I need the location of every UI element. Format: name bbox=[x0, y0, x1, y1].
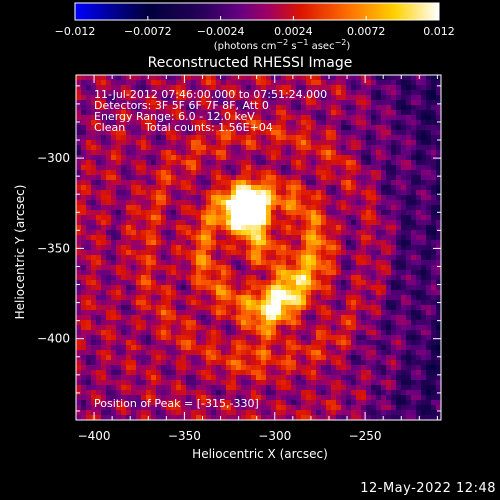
y-tick-label: −400 bbox=[37, 332, 70, 346]
chart-title: Reconstructed RHESSI Image bbox=[148, 55, 353, 71]
footer-timestamp: 12-May-2022 12:48 bbox=[360, 481, 496, 496]
y-tick-label: −350 bbox=[37, 241, 70, 255]
colorbar-tick-label: 0.0024 bbox=[274, 25, 313, 38]
colorbar-frame bbox=[74, 2, 440, 21]
x-tick-label: −400 bbox=[78, 429, 111, 443]
colorbar-unit-label: (photons cm−2 s−1 asec−2) bbox=[214, 38, 351, 52]
x-tick-label: −350 bbox=[168, 429, 201, 443]
heatmap-image bbox=[76, 75, 441, 420]
plot-frame bbox=[75, 74, 442, 421]
info-detectors: Detectors: 3F 5F 6F 7F 8F, Att 0 bbox=[94, 99, 269, 112]
info-time-range: 11-Jul-2012 07:46:00.000 to 07:51:24.000 bbox=[94, 88, 328, 101]
peak-position-label: Position of Peak = [-315,-330] bbox=[94, 397, 259, 410]
y-axis-label: Heliocentric Y (arcsec) bbox=[13, 185, 27, 320]
x-tick-label: −250 bbox=[349, 429, 382, 443]
colorbar-tick-label: −0.0072 bbox=[124, 25, 172, 38]
info-energy-range: Energy Range: 6.0 - 12.0 keV bbox=[94, 110, 255, 123]
colorbar-tick-label: −0.012 bbox=[55, 25, 96, 38]
colorbar-gradient bbox=[75, 3, 439, 20]
y-tick-label: −300 bbox=[37, 151, 70, 165]
info-total-counts: Total counts: 1.56E+04 bbox=[145, 121, 273, 134]
info-method: Clean bbox=[94, 121, 126, 134]
x-axis-label: Heliocentric X (arcsec) bbox=[192, 447, 328, 461]
x-tick-label: −300 bbox=[258, 429, 291, 443]
colorbar-tick-label: 0.0072 bbox=[347, 25, 386, 38]
colorbar-tick-label: −0.0024 bbox=[197, 25, 245, 38]
colorbar-tick-label: 0.012 bbox=[423, 25, 455, 38]
